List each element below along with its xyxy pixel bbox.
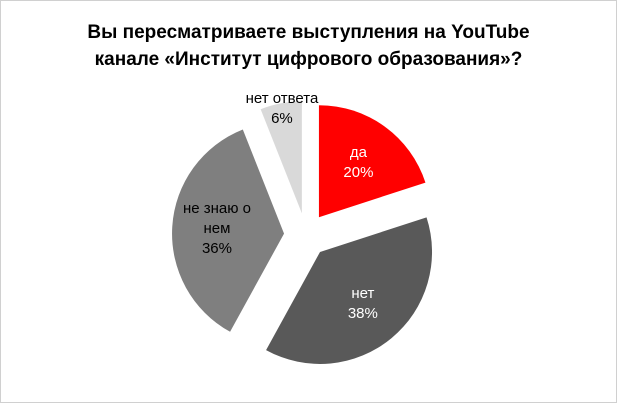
slice-category: да xyxy=(349,143,367,161)
chart-title: Вы пересматриваете выступления на YouTub… xyxy=(87,22,530,70)
slice-category: не знаю о нем xyxy=(182,200,251,238)
slice-category: нет ответа xyxy=(245,89,319,107)
pie-slice xyxy=(260,101,302,214)
pie-slice xyxy=(172,129,285,332)
data-label: нет 38% xyxy=(318,284,408,324)
slice-value: 6% xyxy=(271,109,293,127)
slice-category: нет xyxy=(351,284,375,302)
data-label: нет ответа 6% xyxy=(237,89,327,129)
slice-value: 20% xyxy=(343,163,374,181)
slice-value: 38% xyxy=(347,304,378,322)
data-label: да 20% xyxy=(313,143,403,183)
data-label: не знаю о нем 36% xyxy=(172,199,262,259)
pie-slice xyxy=(266,217,433,364)
slice-value: 36% xyxy=(201,240,232,258)
pie-slice xyxy=(318,105,426,218)
